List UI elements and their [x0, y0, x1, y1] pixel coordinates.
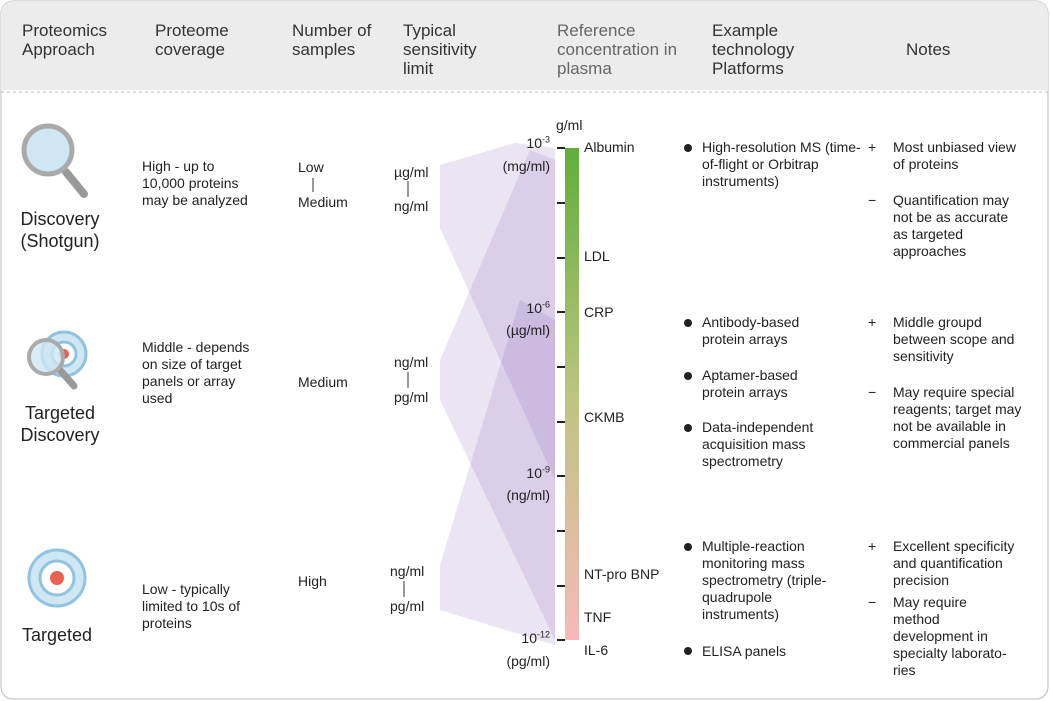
- coverage: High - up to 10,000 proteins may be anal…: [142, 158, 248, 208]
- header: Typical sensitivity limit: [403, 21, 477, 78]
- note-sign: +: [868, 538, 877, 554]
- sensitivity: µg/ml: [394, 164, 429, 180]
- scale-tick: 10-12: [521, 629, 550, 646]
- sensitivity: ng/ml: [390, 563, 425, 579]
- coverage: Low - typically limited to 10s of protei…: [142, 581, 241, 631]
- sensitivity-fans: [440, 143, 555, 645]
- approach: Targeted: [21, 625, 93, 645]
- header: Number of samples: [292, 21, 372, 59]
- marker: Albumin: [584, 139, 635, 155]
- platform: Data-independent acquisition mass spectr…: [702, 419, 814, 469]
- note: Quantification may not be as accurate as…: [893, 192, 1009, 259]
- note: May require method development in specia…: [893, 594, 1007, 678]
- note-sign: −: [868, 594, 877, 610]
- scale-ticks: [557, 147, 565, 641]
- sensitivity: ng/ml: [394, 198, 429, 214]
- platform: Aptamer-based protein arrays: [702, 367, 798, 400]
- header: Notes: [906, 40, 951, 59]
- note-sign: +: [868, 314, 877, 330]
- approach: Targeted Discovery: [20, 403, 100, 445]
- note: Excellent specificity and quantification…: [893, 538, 1015, 588]
- samples: Low: [298, 159, 324, 175]
- scale-tick-unit: (pg/ml): [506, 653, 550, 669]
- marker: IL-6: [584, 642, 609, 658]
- note: Most unbiased view of proteins: [893, 139, 1016, 172]
- header-band: [1, 1, 1048, 90]
- sensitivity: pg/ml: [390, 598, 425, 614]
- scale-tick: 10-6: [526, 299, 550, 316]
- scale-tick-unit: (µg/ml): [506, 322, 550, 338]
- marker: TNF: [584, 609, 612, 625]
- header: Proteome coverage: [155, 21, 229, 59]
- header: Proteomics Approach: [22, 21, 108, 59]
- concentration-bar: [565, 148, 579, 640]
- scale-tick-unit: (ng/ml): [506, 487, 550, 503]
- samples: Medium: [298, 194, 348, 210]
- marker: LDL: [584, 248, 610, 264]
- scale-tick: 10-9: [526, 464, 550, 481]
- icon-target: [27, 548, 87, 608]
- marker: NT-pro BNP: [584, 566, 660, 582]
- scale-tick: 10-3: [526, 134, 550, 151]
- scale-tick-unit: (mg/ml): [502, 158, 550, 174]
- note-sign: −: [868, 192, 877, 208]
- samples: High: [298, 573, 327, 589]
- icon-target-magnifier: [27, 330, 88, 390]
- header: Reference concentration in plasma: [557, 21, 678, 78]
- sensitivity: pg/ml: [394, 389, 429, 405]
- platform: Multiple-reaction monitoring mass spectr…: [702, 538, 827, 622]
- header: Example technology Platforms: [712, 21, 795, 78]
- range-separators: [312, 178, 409, 597]
- platform: ELISA panels: [702, 643, 787, 659]
- bullets: [684, 144, 692, 655]
- scale-unit: g/ml: [556, 117, 583, 133]
- note-sign: −: [868, 384, 877, 400]
- samples: Medium: [298, 374, 348, 390]
- platform: Antibody-based protein arrays: [702, 314, 800, 347]
- sensitivity: ng/ml: [394, 354, 429, 370]
- approach: Discovery (Shotgun): [20, 209, 100, 251]
- note-sign: +: [868, 139, 877, 155]
- platform: High-resolution MS (time-of-flight or Or…: [702, 139, 861, 189]
- coverage: Middle - depends on size of target panel…: [142, 339, 250, 406]
- note: Middle groupd between scope and sensitiv…: [893, 314, 1015, 364]
- marker: CKMB: [584, 409, 625, 425]
- icon-magnifier: [21, 123, 88, 198]
- note: May require special reagents; target may…: [893, 384, 1022, 451]
- marker: CRP: [584, 304, 614, 320]
